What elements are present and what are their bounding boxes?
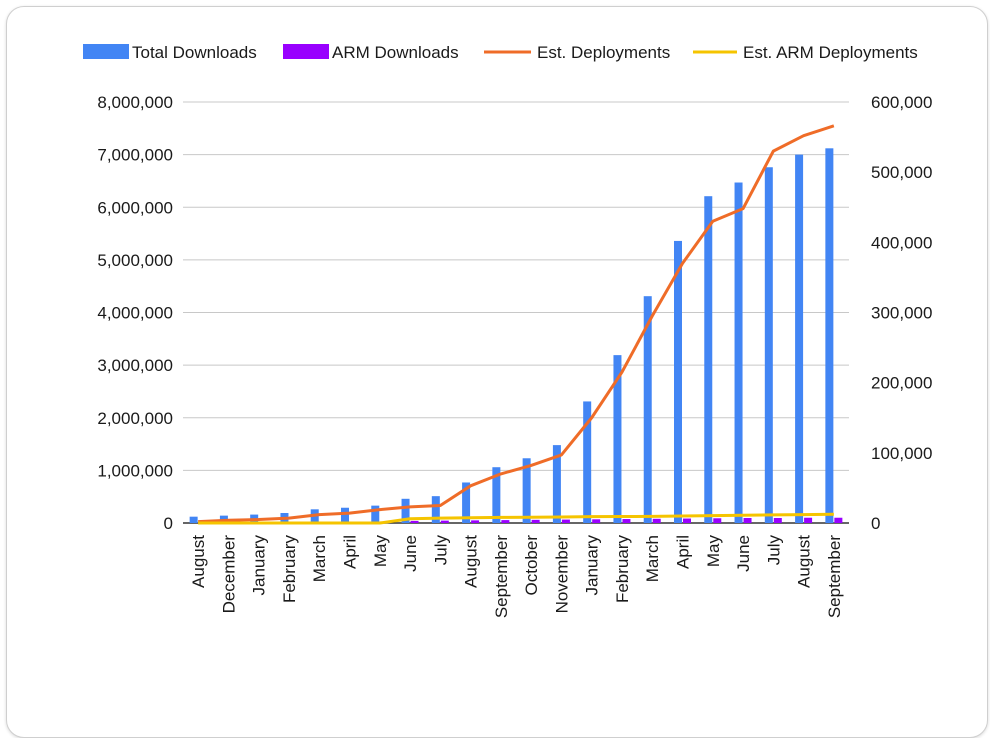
legend-label-est-arm-deployments: Est. ARM Deployments bbox=[743, 43, 918, 62]
bar-arm-downloads bbox=[804, 517, 813, 523]
y-right-tick-label: 400,000 bbox=[871, 233, 932, 252]
x-tick-label: August bbox=[189, 535, 208, 588]
bar-arm-downloads bbox=[501, 520, 510, 523]
bar-total-downloads bbox=[674, 240, 682, 523]
bar-arm-downloads bbox=[561, 519, 570, 523]
bar-arm-downloads bbox=[713, 518, 722, 523]
legend-label-est-deployments: Est. Deployments bbox=[537, 43, 670, 62]
x-tick-label: April bbox=[674, 535, 693, 569]
left-axis-ticks: 0 1,000,000 2,000,000 3,000,000 4,000,000 5,0… bbox=[97, 93, 173, 533]
bar-arm-downloads bbox=[531, 519, 540, 523]
bar-total-downloads bbox=[341, 507, 349, 523]
bar-total-downloads bbox=[795, 154, 804, 523]
bar-total-downloads bbox=[431, 496, 440, 523]
y-right-tick-label: 200,000 bbox=[871, 374, 932, 393]
bar-total-downloads bbox=[764, 167, 773, 523]
x-tick-label: May bbox=[704, 535, 723, 568]
y-right-tick-label: 500,000 bbox=[871, 163, 932, 182]
bar-arm-downloads bbox=[652, 518, 661, 523]
line-est-arm-deployments bbox=[198, 512, 834, 525]
legend-label-total-downloads: Total Downloads bbox=[132, 43, 257, 62]
bar-total-downloads bbox=[462, 482, 471, 523]
bar-arm-downloads bbox=[683, 518, 691, 523]
y-right-tick-label: 300,000 bbox=[871, 304, 932, 323]
legend-label-arm-downloads: ARM Downloads bbox=[332, 43, 459, 62]
bar-arm-downloads bbox=[743, 518, 752, 523]
bar-arm-downloads bbox=[834, 517, 843, 523]
bar-total-downloads bbox=[552, 445, 561, 523]
bar-total-downloads bbox=[613, 355, 622, 523]
bar-arm-downloads bbox=[592, 519, 601, 523]
bar-total-downloads bbox=[189, 516, 198, 523]
bar-total-downloads bbox=[492, 467, 501, 523]
x-tick-label: July bbox=[764, 535, 783, 566]
y-left-tick-label: 8,000,000 bbox=[97, 93, 173, 112]
line-est-deployments bbox=[198, 124, 835, 524]
bar-total-downloads bbox=[734, 182, 743, 524]
x-tick-label: June bbox=[734, 535, 753, 572]
bar-total-downloads bbox=[401, 498, 410, 523]
bar-total-downloads bbox=[825, 148, 834, 523]
legend: Total Downloads ARM Downloads Est. Deplo… bbox=[83, 43, 918, 62]
bar-total-downloads bbox=[583, 401, 592, 523]
x-axis-ticks: August December January February March April M… bbox=[189, 535, 844, 619]
y-left-tick-label: 6,000,000 bbox=[97, 198, 173, 217]
x-tick-label: December bbox=[219, 535, 238, 614]
y-left-tick-label: 0 bbox=[164, 514, 173, 533]
x-tick-label: October bbox=[522, 535, 541, 596]
x-tick-label: May bbox=[371, 535, 390, 568]
y-right-tick-label: 100,000 bbox=[871, 444, 932, 463]
bar-arm-downloads bbox=[773, 518, 782, 523]
x-tick-label: August bbox=[462, 535, 481, 588]
legend-swatch-arm-downloads bbox=[283, 44, 329, 59]
chart-card: 0 1,000,000 2,000,000 3,000,000 4,000,000 5,0… bbox=[6, 6, 988, 738]
x-tick-label: January bbox=[250, 535, 269, 596]
x-tick-label: July bbox=[431, 535, 450, 566]
series-lines bbox=[198, 124, 835, 525]
bar-arm-downloads bbox=[410, 520, 419, 523]
x-tick-label: August bbox=[795, 535, 814, 588]
right-axis-ticks: 0 100,000 200,000 300,000 400,000 500,000 600,… bbox=[871, 93, 932, 533]
bar-total-downloads bbox=[704, 196, 713, 524]
bars bbox=[189, 148, 843, 524]
x-tick-label: January bbox=[583, 535, 602, 596]
x-tick-label: March bbox=[310, 535, 329, 582]
x-tick-label: April bbox=[341, 535, 360, 569]
y-left-tick-label: 5,000,000 bbox=[97, 251, 173, 270]
bar-arm-downloads bbox=[471, 520, 480, 523]
x-tick-label: March bbox=[643, 535, 662, 582]
x-tick-label: February bbox=[613, 535, 632, 604]
y-left-tick-label: 7,000,000 bbox=[97, 146, 173, 165]
bar-arm-downloads bbox=[622, 519, 631, 523]
y-right-tick-label: 600,000 bbox=[871, 93, 932, 112]
y-left-tick-label: 4,000,000 bbox=[97, 304, 173, 323]
legend-swatch-total-downloads bbox=[83, 44, 129, 59]
bar-arm-downloads bbox=[440, 520, 449, 523]
x-tick-label: February bbox=[280, 535, 299, 604]
gridlines bbox=[183, 101, 849, 524]
bar-total-downloads bbox=[371, 505, 380, 523]
x-tick-label: June bbox=[401, 535, 420, 572]
x-tick-label: September bbox=[825, 535, 844, 618]
y-left-tick-label: 2,000,000 bbox=[97, 409, 173, 428]
x-tick-label: November bbox=[552, 535, 571, 614]
chart-svg: 0 1,000,000 2,000,000 3,000,000 4,000,000 5,0… bbox=[83, 43, 932, 619]
y-left-tick-label: 1,000,000 bbox=[97, 461, 173, 480]
x-tick-label: September bbox=[492, 535, 511, 618]
y-left-tick-label: 3,000,000 bbox=[97, 356, 173, 375]
y-right-tick-label: 0 bbox=[871, 514, 880, 533]
bar-total-downloads bbox=[643, 296, 652, 523]
bar-total-downloads bbox=[522, 458, 531, 523]
